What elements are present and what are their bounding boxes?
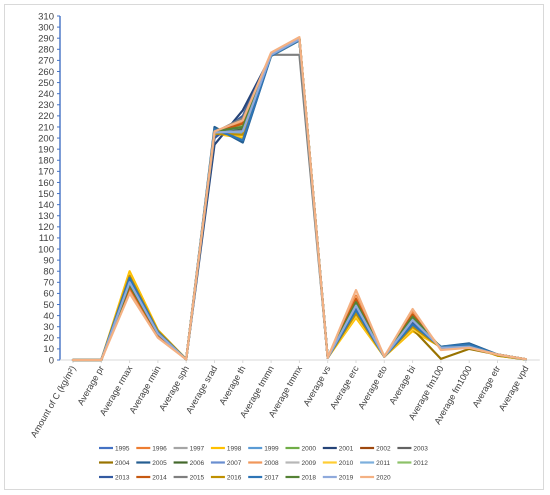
y-tick-label: 310 [38,11,54,22]
y-tick-label: 290 [38,33,54,44]
x-tick-label: Average pr [75,364,106,407]
y-tick-label: 0 [49,355,54,366]
legend-label: 2011 [376,460,390,467]
legend-label: 2015 [190,474,205,481]
x-tick-label: Average eto [356,364,389,411]
legend-label: 2018 [302,474,317,481]
legend-label: 2009 [302,460,317,467]
x-tick-label: Average etr [470,364,502,409]
chart-axes: 0102030405060708090100110120130140150160… [29,11,540,439]
x-tick-label: Average vpd [497,364,531,413]
y-tick-label: 190 [38,144,54,155]
y-tick-label: 110 [39,233,54,244]
y-tick-label: 300 [38,22,54,33]
y-tick-label: 180 [38,156,54,167]
y-tick-label: 130 [38,211,54,222]
x-tick-label: Average bi [387,364,417,406]
y-tick-label: 210 [38,122,54,133]
legend-label: 2006 [190,460,205,467]
legend-label: 1999 [264,445,279,452]
legend-label: 2005 [152,460,167,467]
legend-label: 2003 [413,445,428,452]
y-tick-label: 60 [43,289,54,300]
y-tick-label: 120 [38,222,54,233]
y-tick-label: 160 [38,178,54,189]
legend-label: 2007 [227,460,242,467]
legend-label: 2014 [152,474,167,481]
y-tick-label: 280 [38,45,54,56]
y-tick-label: 80 [43,267,54,278]
chart-frame [4,4,544,490]
series-line-2020 [71,35,527,362]
y-tick-label: 100 [38,244,54,255]
legend-label: 2016 [227,474,242,481]
y-tick-label: 270 [38,56,54,67]
x-tick-label: Amount of C (kg/m²) [29,364,78,439]
series-line-2015 [71,53,527,362]
legend-label: 2017 [264,474,279,481]
y-tick-label: 200 [38,133,54,144]
y-tick-label: 140 [38,200,54,211]
x-tick-label: Average th [217,364,247,407]
legend-label: 2000 [302,445,317,452]
legend-label: 2019 [339,474,354,481]
legend-label: 1997 [190,445,205,452]
legend-label: 1998 [227,445,242,452]
y-tick-label: 150 [38,189,54,200]
y-tick-label: 260 [38,67,54,78]
legend-label: 2013 [115,474,130,481]
y-tick-label: 10 [43,344,54,355]
series-lines [71,35,527,362]
legend-label: 2008 [264,460,279,467]
y-tick-label: 70 [43,278,54,289]
y-tick-label: 230 [38,100,54,111]
y-tick-label: 90 [43,255,54,266]
x-tick-label: Average erc [328,364,361,411]
y-tick-label: 50 [43,300,54,311]
chart-legend: 1995 1996 1997 1998 1999 2000 2001 2002 2003 2004… [99,445,428,481]
legend-label: 1996 [152,445,167,452]
legend-label: 2004 [115,460,130,467]
legend-label: 2010 [339,460,354,467]
y-tick-label: 20 [43,333,54,344]
y-tick-label: 30 [43,322,54,333]
legend-label: 2002 [376,445,391,452]
legend-label: 1995 [115,445,130,452]
y-tick-label: 250 [38,78,54,89]
y-tick-label: 40 [43,311,54,322]
legend-label: 2001 [339,445,354,452]
legend-label: 2020 [376,474,391,481]
y-tick-label: 220 [38,111,54,122]
legend-label: 2012 [413,460,428,467]
x-tick-label: Average vs [301,364,332,408]
y-tick-label: 240 [38,89,54,100]
y-tick-label: 170 [38,167,54,178]
